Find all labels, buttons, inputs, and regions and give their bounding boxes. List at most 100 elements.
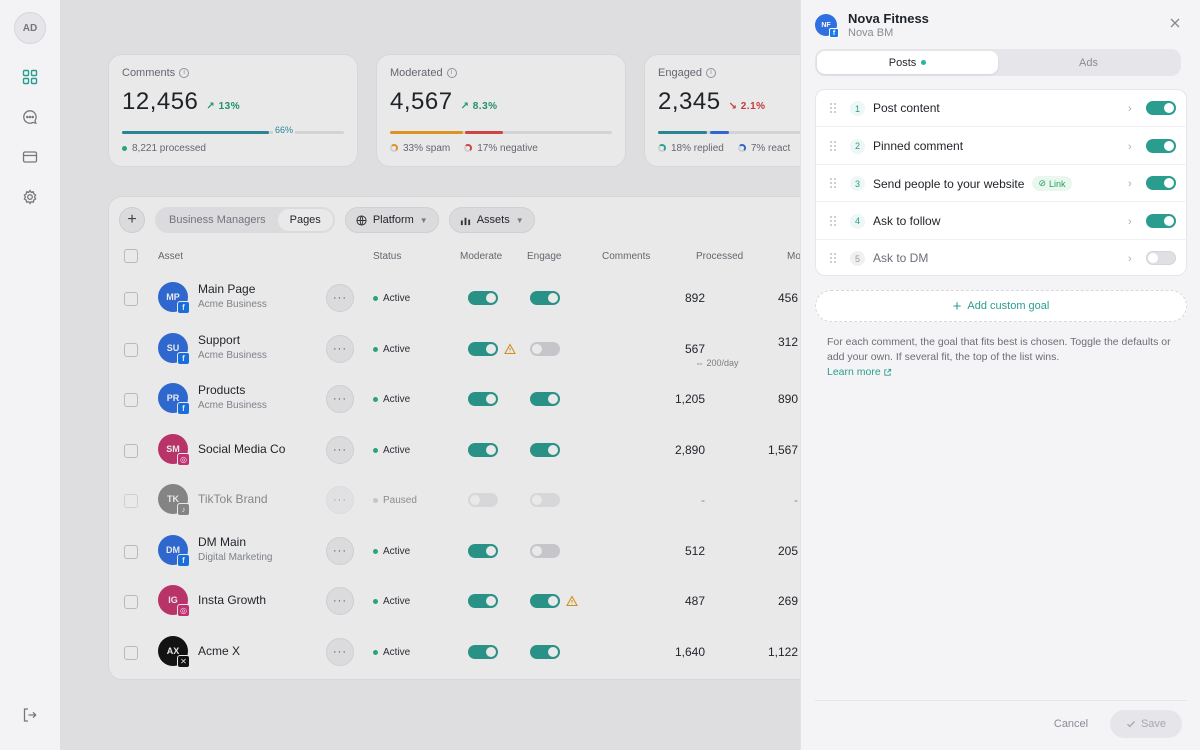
info-icon[interactable]: i xyxy=(706,68,717,78)
column-status[interactable]: Status xyxy=(373,251,402,262)
column-processed[interactable]: Processed xyxy=(696,251,744,262)
moderate-toggle[interactable] xyxy=(468,543,498,558)
goal-item[interactable]: 1 Post content › xyxy=(816,90,1188,127)
more-actions-button[interactable]: ··· xyxy=(326,536,354,565)
warning-icon[interactable] xyxy=(566,594,578,607)
dashboard-icon[interactable] xyxy=(20,67,40,87)
drag-handle-icon[interactable] xyxy=(829,215,837,227)
column-comments[interactable]: Comments xyxy=(602,251,651,262)
row-checkbox[interactable] xyxy=(124,292,138,306)
save-button[interactable]: Save xyxy=(1110,710,1182,738)
moderate-toggle[interactable] xyxy=(468,644,498,659)
goal-item[interactable]: 4 Ask to follow › xyxy=(816,203,1188,240)
row-checkbox[interactable] xyxy=(124,645,138,660)
tab-business-managers[interactable]: Business Managers xyxy=(169,214,266,226)
table-row[interactable]: MP f Main Page Acme Business ··· Active … xyxy=(109,274,909,324)
moderate-toggle[interactable] xyxy=(468,291,498,305)
engage-toggle[interactable] xyxy=(530,341,560,356)
info-icon[interactable]: i xyxy=(179,68,190,78)
table-row[interactable]: AX ✕ Acme X ··· Active 1,640 1,122 xyxy=(109,628,909,678)
warning-icon[interactable] xyxy=(504,342,516,354)
table-row[interactable]: IG ◎ Insta Growth ··· Active 487 269 xyxy=(109,577,909,627)
tab-ads[interactable]: Ads xyxy=(998,51,1179,74)
gear-icon[interactable] xyxy=(20,187,40,207)
table-row[interactable]: SM ◎ Social Media Co ··· Active 2,890 1,… xyxy=(109,426,909,476)
engage-toggle[interactable] xyxy=(530,291,560,305)
platform-filter[interactable]: Platform ▼ xyxy=(344,207,439,233)
row-checkbox[interactable] xyxy=(124,544,138,559)
goal-toggle[interactable] xyxy=(1146,213,1176,228)
learn-more-link[interactable]: Learn more xyxy=(827,365,892,380)
drag-handle-icon[interactable] xyxy=(829,177,837,189)
row-checkbox[interactable] xyxy=(124,494,138,508)
asset-name[interactable]: Main Page xyxy=(198,282,256,296)
more-actions-button[interactable]: ··· xyxy=(326,284,354,312)
column-moderate[interactable]: Moderate xyxy=(460,251,503,262)
tab-pages[interactable]: Pages xyxy=(277,209,333,231)
column-engage[interactable]: Engage xyxy=(527,251,562,262)
drag-handle-icon[interactable] xyxy=(829,252,837,264)
column-asset[interactable]: Asset xyxy=(158,251,184,262)
chevron-right-icon[interactable]: › xyxy=(1128,140,1132,153)
asset-name[interactable]: Support xyxy=(198,332,241,347)
logout-icon[interactable] xyxy=(20,705,40,725)
goal-item[interactable]: 5 Ask to DM › xyxy=(816,240,1188,277)
moderate-toggle[interactable] xyxy=(468,442,498,457)
user-avatar[interactable]: AD xyxy=(14,12,46,44)
engage-toggle[interactable] xyxy=(530,543,560,558)
asset-name[interactable]: Insta Growth xyxy=(198,593,267,607)
row-checkbox[interactable] xyxy=(124,443,138,458)
row-checkbox[interactable] xyxy=(124,595,138,609)
more-actions-button[interactable]: ··· xyxy=(326,385,354,413)
moderate-toggle[interactable] xyxy=(468,493,498,507)
more-actions-button[interactable]: ··· xyxy=(326,334,354,363)
engage-toggle[interactable] xyxy=(530,594,560,608)
asset-name[interactable]: Products xyxy=(198,383,246,397)
add-custom-goal-button[interactable]: + Add custom goal xyxy=(815,290,1187,322)
chevron-right-icon[interactable]: › xyxy=(1128,178,1132,190)
more-actions-button[interactable]: ··· xyxy=(326,486,354,514)
moderate-toggle[interactable] xyxy=(468,392,498,406)
goal-toggle[interactable] xyxy=(1146,101,1176,115)
drag-handle-icon[interactable] xyxy=(829,140,837,152)
close-icon[interactable] xyxy=(1168,16,1182,30)
asset-name[interactable]: Social Media Co xyxy=(198,441,286,456)
add-asset-button[interactable]: + xyxy=(119,207,145,233)
engage-toggle[interactable] xyxy=(530,644,560,659)
asset-name[interactable]: TikTok Brand xyxy=(198,492,268,506)
chevron-right-icon[interactable]: › xyxy=(1128,253,1132,265)
table-row[interactable]: TK ♪ TikTok Brand ··· Paused - - xyxy=(109,476,909,526)
engage-toggle[interactable] xyxy=(530,442,560,457)
assets-filter[interactable]: Assets ▼ xyxy=(448,207,535,233)
table-row[interactable]: SU f Support Acme Business ··· Active 56… xyxy=(109,325,909,375)
cancel-button[interactable]: Cancel xyxy=(1053,718,1089,730)
more-actions-button[interactable]: ··· xyxy=(326,435,354,464)
drag-handle-icon[interactable] xyxy=(829,102,837,114)
chevron-right-icon[interactable]: › xyxy=(1128,103,1132,115)
moderate-toggle[interactable] xyxy=(468,594,498,608)
more-actions-button[interactable]: ··· xyxy=(326,637,354,666)
engage-toggle[interactable] xyxy=(530,392,560,406)
goal-toggle[interactable] xyxy=(1146,251,1176,265)
more-actions-button[interactable]: ··· xyxy=(326,587,354,615)
select-all-checkbox[interactable] xyxy=(124,249,138,263)
engage-toggle[interactable] xyxy=(530,493,560,507)
row-checkbox[interactable] xyxy=(124,393,138,407)
goal-item[interactable]: 2 Pinned comment › xyxy=(816,128,1188,165)
moderate-toggle[interactable] xyxy=(468,341,498,356)
asset-name[interactable]: Acme X xyxy=(198,643,241,658)
column-mo[interactable]: Mo xyxy=(787,251,801,262)
chat-icon[interactable] xyxy=(20,107,40,127)
info-icon[interactable]: i xyxy=(446,68,457,78)
row-checkbox[interactable] xyxy=(124,342,138,357)
goal-toggle[interactable] xyxy=(1146,176,1176,190)
goal-toggle[interactable] xyxy=(1146,138,1176,153)
chevron-right-icon[interactable]: › xyxy=(1128,215,1132,228)
goal-item[interactable]: 3 Send people to your website ⊘ Link › xyxy=(816,165,1188,202)
table-row[interactable]: PR f Products Acme Business ··· Active 1… xyxy=(109,375,909,425)
asset-name[interactable]: DM Main xyxy=(198,534,247,549)
tab-posts[interactable]: Posts xyxy=(817,51,998,74)
table-row[interactable]: DM f DM Main Digital Marketing ··· Activ… xyxy=(109,527,909,577)
card-icon[interactable] xyxy=(20,147,40,167)
modal-backdrop[interactable] xyxy=(60,0,860,750)
